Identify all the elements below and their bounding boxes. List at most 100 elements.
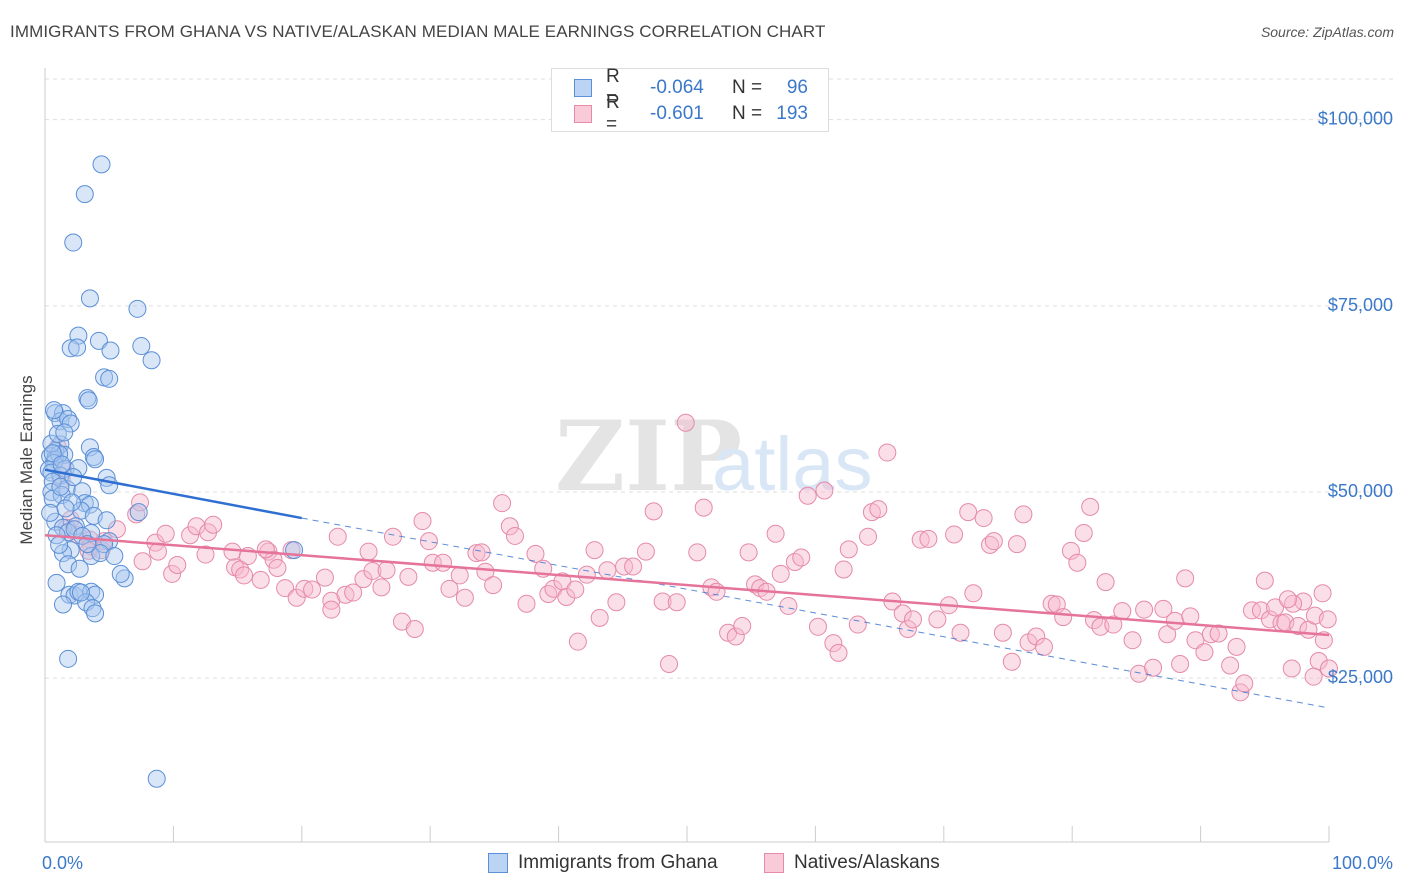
data-point-natives — [1320, 659, 1338, 678]
data-point-natives — [1014, 505, 1033, 524]
data-point-ghana — [47, 573, 66, 592]
data-point-natives — [660, 655, 679, 674]
y-tick-label: $100,000 — [1318, 109, 1393, 129]
data-point-natives — [624, 557, 643, 576]
data-point-natives — [839, 540, 858, 559]
data-point-ghana — [55, 423, 74, 442]
y-tick-label: $75,000 — [1328, 295, 1393, 315]
data-point-ghana — [111, 564, 130, 583]
data-point-natives — [919, 529, 938, 548]
data-point-natives — [1176, 569, 1195, 588]
data-point-natives — [1227, 637, 1246, 656]
data-point-ghana — [42, 483, 61, 502]
data-point-ghana — [44, 401, 63, 420]
data-point-natives — [798, 486, 817, 505]
data-point-natives — [322, 600, 341, 619]
data-point-ghana — [61, 339, 80, 358]
data-point-natives — [878, 443, 897, 462]
data-point-ghana — [79, 391, 98, 410]
data-point-natives — [196, 545, 215, 564]
data-point-ghana — [142, 351, 161, 370]
data-point-ghana — [105, 547, 124, 566]
data-point-natives — [771, 564, 790, 583]
data-point-natives — [1074, 523, 1093, 542]
data-point-natives — [1034, 637, 1053, 656]
legend-r-value: -0.601 — [650, 103, 704, 124]
data-point-natives — [455, 588, 474, 607]
data-point-natives — [1181, 607, 1200, 626]
data-point-ghana — [56, 499, 75, 518]
data-point-natives — [1144, 658, 1163, 677]
data-point-natives — [133, 552, 152, 571]
data-point-ghana — [89, 331, 108, 350]
trend-line-ghana — [44, 468, 303, 520]
data-point-ghana — [73, 482, 92, 501]
data-point-natives — [1266, 598, 1285, 617]
data-point-natives — [472, 543, 491, 562]
data-point-natives — [667, 593, 686, 612]
data-point-natives — [1158, 625, 1177, 644]
data-point-natives — [526, 544, 545, 563]
data-point-natives — [383, 527, 402, 546]
data-point-natives — [653, 592, 672, 611]
data-point-natives — [423, 553, 442, 572]
bottom-legend-label-natives: Natives/Alaskans — [794, 852, 940, 873]
data-point-natives — [413, 512, 432, 531]
data-point-ghana — [68, 338, 87, 357]
legend-swatch-pink — [574, 105, 592, 123]
data-point-natives — [1054, 608, 1073, 627]
legend-row-natives: R = -0.601 N = 193 — [574, 92, 808, 135]
data-point-natives — [577, 565, 596, 584]
data-point-natives — [688, 543, 707, 562]
data-point-natives — [517, 594, 536, 613]
data-point-natives — [1007, 535, 1026, 554]
data-point-ghana — [132, 337, 151, 356]
data-point-natives — [1260, 610, 1279, 629]
data-point-natives — [726, 627, 745, 646]
data-point-natives — [1061, 541, 1080, 560]
data-point-ghana — [147, 769, 166, 788]
x-tick-label-end: 100.0% — [1332, 853, 1393, 873]
data-point-natives — [1195, 643, 1214, 662]
data-point-natives — [127, 505, 146, 524]
data-point-natives — [467, 544, 486, 563]
legend-swatch-blue — [574, 79, 592, 97]
data-point-natives — [733, 617, 752, 636]
data-point-ghana — [86, 450, 105, 469]
data-point-ghana — [64, 233, 83, 252]
data-point-natives — [251, 570, 270, 589]
data-point-natives — [405, 620, 424, 639]
y-tick-label: $50,000 — [1328, 481, 1393, 501]
data-point-natives — [1289, 617, 1308, 636]
data-point-natives — [1104, 615, 1123, 634]
data-point-natives — [156, 524, 175, 543]
data-point-ghana — [101, 341, 120, 360]
data-point-natives — [676, 413, 695, 432]
trend-line-natives — [44, 533, 1330, 637]
data-point-ghana — [80, 289, 99, 308]
data-point-ghana — [61, 414, 80, 433]
data-point-natives — [434, 553, 453, 572]
data-point-natives — [493, 494, 512, 513]
data-point-natives — [792, 548, 811, 567]
y-tick-label: $25,000 — [1328, 667, 1393, 687]
data-point-ghana — [51, 477, 70, 496]
source-label: Source: ZipAtlas.com — [1260, 24, 1394, 40]
data-point-natives — [131, 493, 150, 512]
data-point-natives — [163, 564, 182, 583]
legend-n-label: N = — [732, 103, 763, 124]
data-point-natives — [1278, 590, 1297, 609]
bottom-legend-label-ghana: Immigrants from Ghana — [518, 852, 718, 873]
legend-n-label: N = — [732, 77, 763, 98]
data-point-ghana — [53, 544, 72, 563]
data-point-natives — [1255, 571, 1274, 590]
data-point-natives — [1209, 624, 1228, 643]
data-point-ghana — [71, 583, 90, 602]
data-point-natives — [539, 585, 558, 604]
axes — [44, 68, 1330, 843]
data-point-natives — [419, 532, 438, 551]
data-point-ghana — [86, 604, 105, 623]
data-point-natives — [1002, 652, 1021, 671]
data-point-natives — [500, 517, 519, 536]
legend: R = -0.064 N = 96 R = -0.601 N = 193 — [551, 66, 829, 135]
